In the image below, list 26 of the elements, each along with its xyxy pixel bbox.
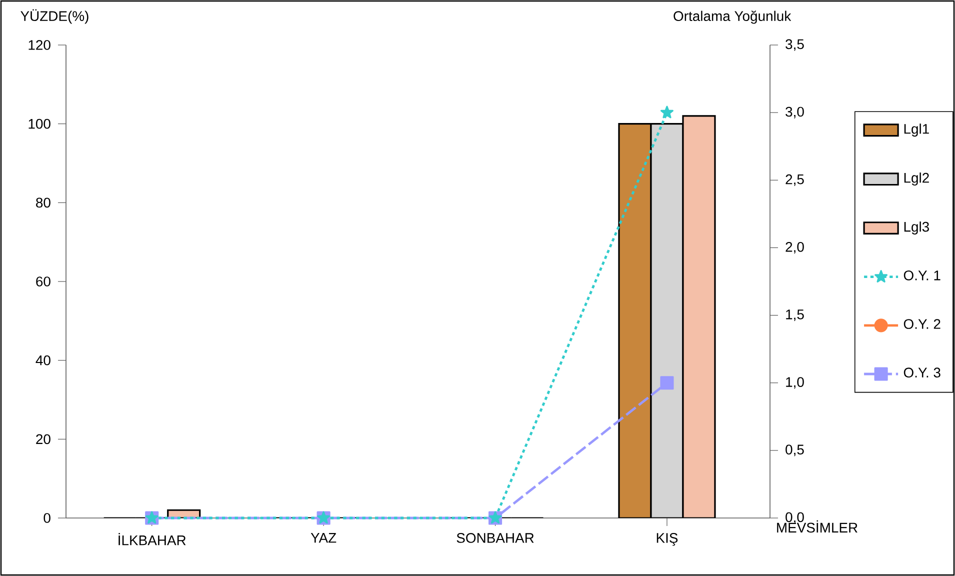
y2-tick-label: 1,0 [786, 377, 804, 389]
legend-label: Lgl2 [904, 172, 929, 186]
x-tick-label: İLKBAHAR [118, 533, 186, 546]
y2-tick-label: 3,5 [786, 39, 804, 51]
y-tick-label: 100 [28, 118, 50, 129]
y2-tick-label: 2,0 [786, 242, 804, 254]
legend-label: Lgl1 [904, 124, 929, 137]
y2-tick-label: 1,5 [786, 310, 804, 321]
legend-label: O.Y. 3 [904, 368, 940, 378]
y2-tick-label: 0,5 [786, 444, 804, 456]
y-tick-label: 0 [44, 513, 50, 523]
y2-axis-title: Ortalama Yoğunluk [674, 10, 792, 24]
y-tick-label: 60 [36, 276, 50, 286]
y2-tick-label: 2,5 [786, 174, 804, 186]
legend-label: O.Y. 2 [904, 319, 940, 329]
y-tick-label: 20 [36, 434, 50, 444]
y-tick-label: 40 [36, 355, 50, 366]
legend-label: O.Y. 1 [904, 270, 940, 280]
y-tick-label: 80 [36, 198, 50, 208]
x-tick-label: KIŞ [656, 533, 678, 546]
x-tick-label: SONBAHAR [456, 533, 534, 543]
legend-label: Lgl3 [904, 222, 929, 235]
y-tick-label: 120 [28, 40, 50, 50]
y2-tick-label: 3,0 [786, 106, 804, 118]
x-tick-label: YAZ [310, 533, 336, 543]
y-axis-title: YÜZDE(%) [20, 9, 88, 24]
